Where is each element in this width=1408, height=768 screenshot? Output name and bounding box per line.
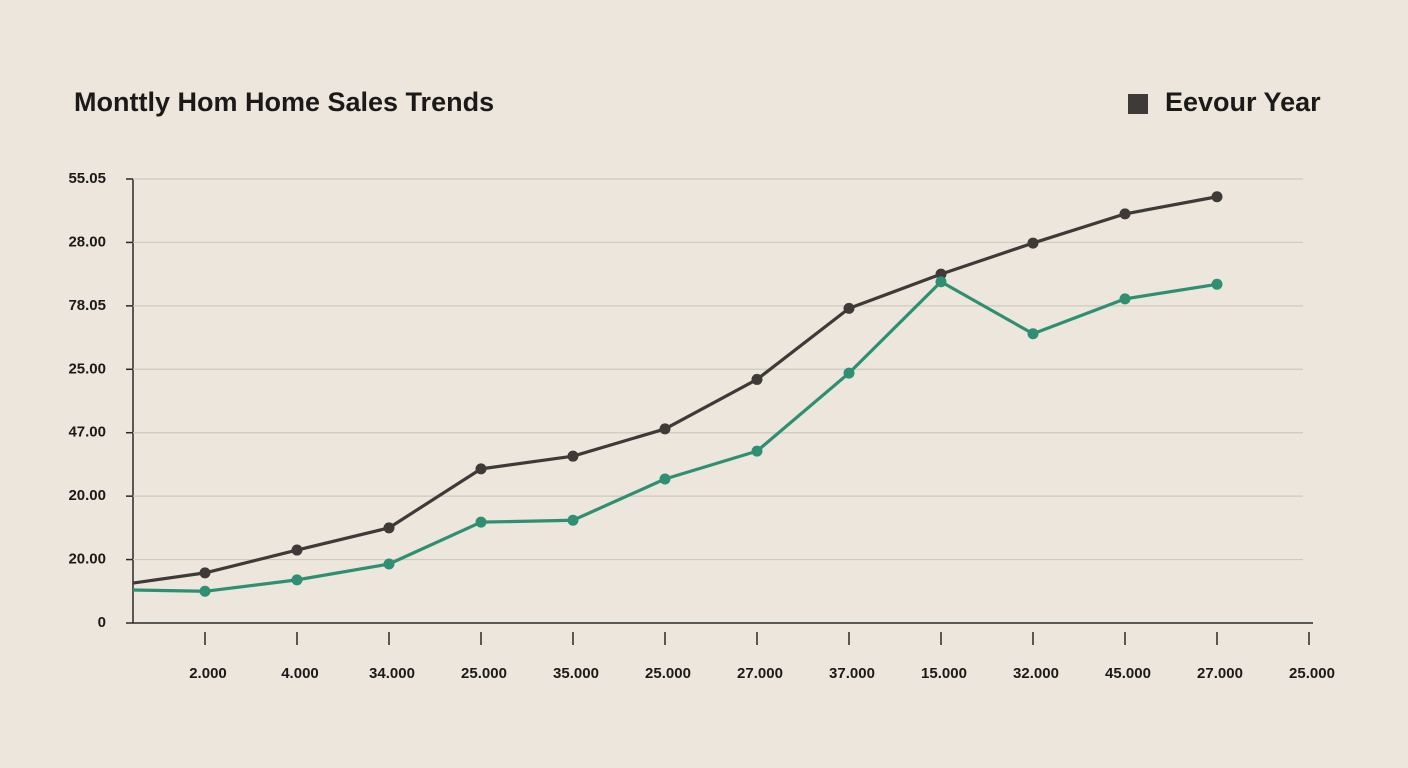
data-point xyxy=(291,574,303,586)
data-point xyxy=(659,423,671,435)
x-tick-label: 45.000 xyxy=(1105,665,1151,682)
data-point xyxy=(1211,278,1223,290)
x-tick-label: 27.000 xyxy=(737,665,783,682)
x-tick-label: 2.000 xyxy=(189,665,227,682)
data-point xyxy=(291,544,303,556)
y-tick-label: 47.00 xyxy=(68,424,106,441)
y-tick-label: 20.00 xyxy=(68,487,106,504)
data-point xyxy=(383,522,395,534)
data-point xyxy=(659,473,671,485)
data-point xyxy=(1119,208,1131,220)
x-tick-label: 27.000 xyxy=(1197,665,1243,682)
x-tick-label: 25.000 xyxy=(1289,665,1335,682)
data-point xyxy=(567,514,579,526)
y-tick-label: 0 xyxy=(98,614,106,631)
data-point xyxy=(1119,293,1131,305)
chart-title: Monttly Hom Home Sales Trends xyxy=(74,87,494,117)
data-point xyxy=(1211,191,1223,203)
x-tick-label: 4.000 xyxy=(281,665,319,682)
data-point xyxy=(935,276,947,288)
x-tick-label: 15.000 xyxy=(921,665,967,682)
data-point xyxy=(567,450,579,462)
data-point xyxy=(475,516,487,528)
x-tick-label: 32.000 xyxy=(1013,665,1059,682)
legend-swatch xyxy=(1128,94,1148,114)
legend-label: Eevour Year xyxy=(1165,87,1321,117)
data-point xyxy=(935,268,947,280)
data-point xyxy=(1027,237,1039,249)
x-tick-label: 37.000 xyxy=(829,665,875,682)
data-point xyxy=(383,558,395,570)
y-tick-label: 28.00 xyxy=(68,233,106,250)
data-point xyxy=(1027,328,1039,340)
x-tick-label: 25.000 xyxy=(461,665,507,682)
x-tick-label: 34.000 xyxy=(369,665,415,682)
data-point xyxy=(199,567,211,579)
data-point xyxy=(751,445,763,457)
y-tick-label: 20.00 xyxy=(68,551,106,568)
data-point xyxy=(475,463,487,475)
data-point xyxy=(843,302,855,314)
data-point xyxy=(199,585,211,597)
y-tick-label: 55.05 xyxy=(68,170,106,187)
y-tick-label: 78.05 xyxy=(68,297,106,314)
y-tick-label: 25.00 xyxy=(68,360,106,377)
data-point xyxy=(843,367,855,379)
data-point xyxy=(751,373,763,385)
x-tick-label: 25.000 xyxy=(645,665,691,682)
x-tick-label: 35.000 xyxy=(553,665,599,682)
